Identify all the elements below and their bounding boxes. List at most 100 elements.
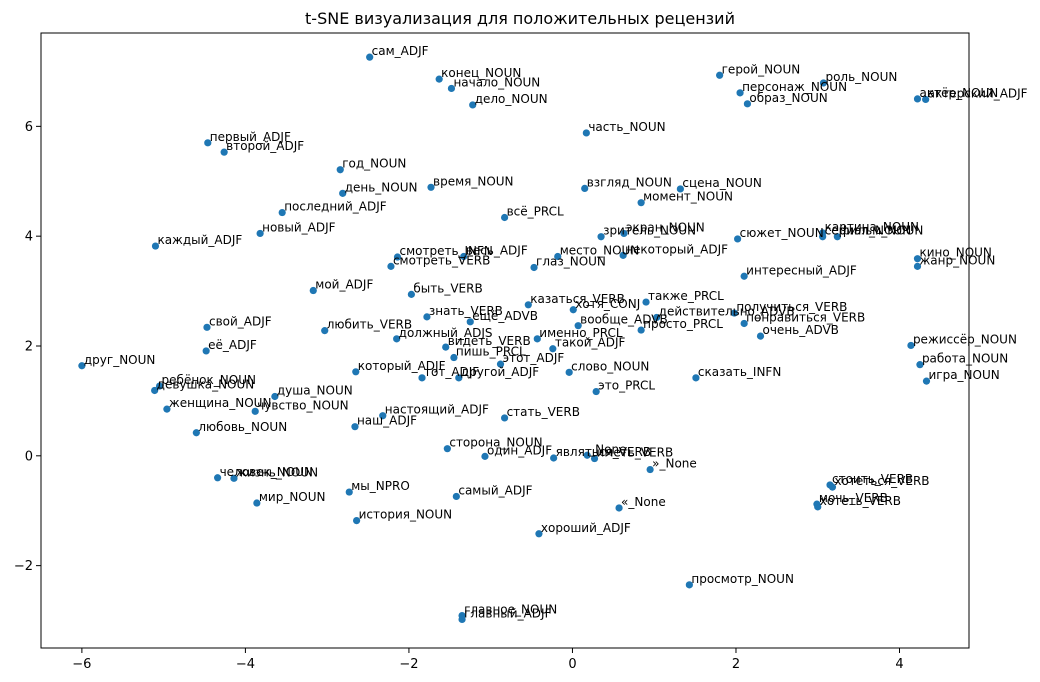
point-label: наш_ADJF [357,414,417,428]
data-point [155,382,164,390]
point-label: момент_NOUN [643,190,733,204]
data-point [352,368,360,376]
point-label: один_ADJF [487,443,552,457]
data-point [455,374,463,382]
data-point [819,79,828,87]
point-label: казаться_VERB [530,292,625,306]
point-label: фильм_NOUN [839,224,923,238]
data-point [151,242,160,250]
data-point [78,362,86,370]
point-label: это_PRCL [598,379,655,393]
data-point [321,327,329,335]
point-label: ещё_ADVB [472,309,538,323]
data-point [740,319,748,328]
data-point [637,326,645,334]
x-tick-label: −2 [399,657,418,672]
data-point [214,474,222,482]
point-label: экран_NOUN [626,220,705,234]
data-point [730,309,738,317]
point-label: дело_NOUN [475,92,548,106]
point-label: очень_ADVB [763,323,839,337]
x-tick-label: 0 [568,657,576,672]
data-point [692,374,700,382]
data-point [653,313,661,322]
data-point [203,323,211,331]
data-point [922,95,930,104]
point-label: некоторый_ADJF [625,242,728,256]
data-point [458,615,466,624]
data-point [590,454,599,463]
data-point [916,361,924,369]
data-point [676,185,684,193]
point-label: глаз_NOUN [536,254,606,268]
data-point [450,353,458,362]
data-point [597,233,605,241]
data-point [192,429,200,437]
point-label: мой_ADJF [315,278,373,292]
point-label: душа_NOUN [277,384,353,398]
data-point [819,233,827,241]
point-label: понравиться_VERB [746,310,865,324]
point-label: любить_VERB [327,318,412,332]
point-label: хотя_CONJ [575,297,640,311]
point-label: режиссёр_NOUN [913,332,1017,346]
point-label: сторона_NOUN [449,436,542,450]
point-label: мир_NOUN [259,490,326,504]
y-tick-label: −2 [14,559,33,574]
point-label: _None [588,442,626,456]
point-label: действительно_ADVB [659,304,795,318]
point-label: сцена_NOUN [682,176,762,190]
point-label: всё_PRCL [507,205,564,219]
point-label: каждый_ADJF [157,233,242,247]
data-point [423,313,431,321]
data-point [447,84,456,93]
data-point [500,213,509,222]
point-label: вообще_ADVB [580,313,668,327]
data-point [151,386,159,395]
point-label: который_ADJF [358,359,446,373]
point-label: главное_NOUN [464,603,557,617]
data-point [460,252,468,261]
point-label: персонаж_NOUN [742,80,847,94]
point-label: год_NOUN [342,157,406,171]
data-points [78,53,931,624]
point-label: также_PRCL [648,289,724,303]
data-point [619,251,627,259]
x-axis: −6 −4 −2 0 2 4 [72,648,904,672]
data-point [442,343,450,351]
point-label: сказать_INFN [698,365,781,379]
point-label: сюжет_NOUN [740,226,824,240]
data-point [620,229,628,238]
data-point [554,252,562,261]
data-point [500,414,509,422]
y-tick-label: 6 [25,120,33,135]
point-label: мы_NPRO [351,479,410,493]
point-label: должный_ADJS [399,326,493,340]
point-label: друг_NOUN [84,353,156,367]
data-point [646,465,654,474]
data-point [913,95,922,103]
data-point [583,451,591,459]
point-label: сериал_NOUN [825,224,912,238]
data-point [351,423,359,431]
point-label: актёр_NOUN [919,86,998,100]
point-label: просмотр_NOUN [691,572,794,586]
data-point [345,488,353,496]
data-point [814,503,822,511]
data-point [387,262,395,270]
data-point [256,229,264,238]
data-point [427,183,435,191]
y-axis: −2 0 2 4 6 [14,120,41,574]
point-label: этот_ADJF [503,351,565,365]
data-point [220,148,228,156]
point-label: жизнь_NOUN [236,465,318,479]
y-tick-label: 2 [25,339,33,354]
data-point [339,189,347,197]
point-label: женщина_NOUN [169,396,272,410]
point-label: её_ADJF [208,338,257,352]
point-label: хотеть_VERB [820,494,901,508]
point-label: зритель_NOUN [603,224,696,238]
point-label: ребёнок_NOUN [162,373,256,387]
point-label: последний_ADJF [284,200,387,214]
point-label: тот_ADJF [424,365,479,379]
